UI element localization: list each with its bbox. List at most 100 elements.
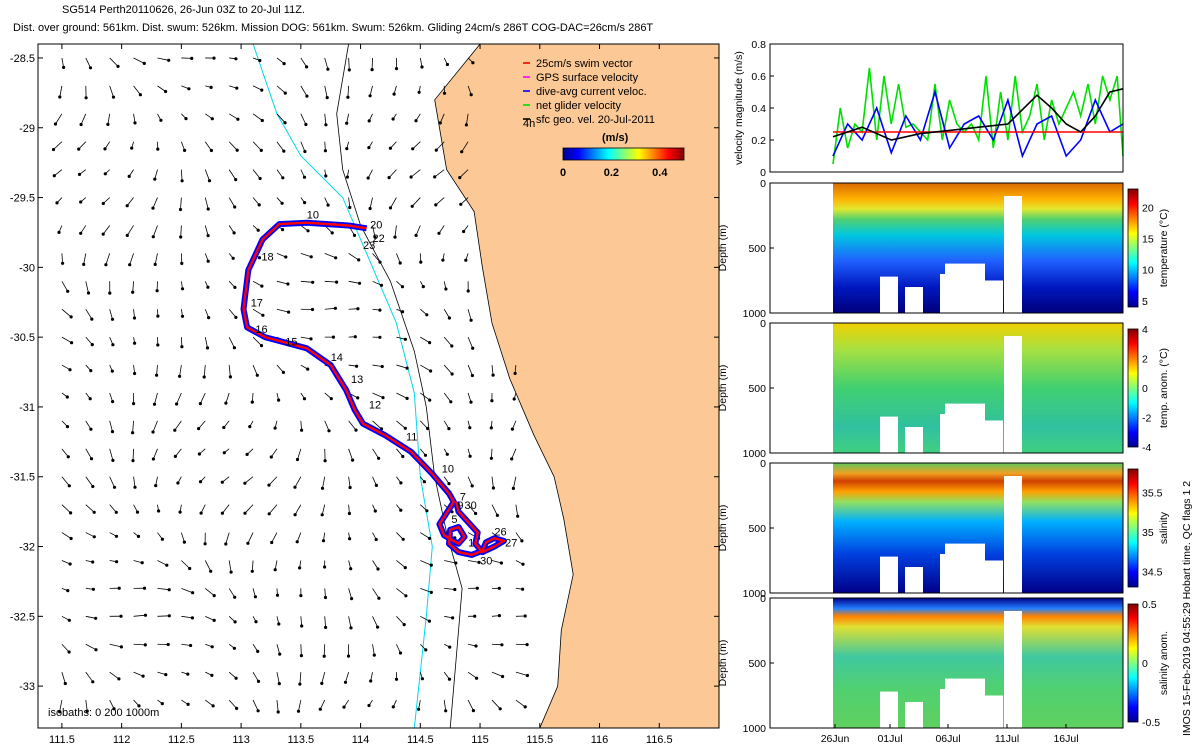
vector-mark bbox=[61, 448, 69, 458]
vector-head bbox=[449, 400, 453, 404]
vector-head bbox=[491, 486, 495, 490]
vector-head bbox=[330, 231, 334, 235]
vector-head bbox=[127, 174, 131, 178]
vector-head bbox=[233, 285, 237, 289]
legend-label: dive-avg current veloc. bbox=[536, 86, 647, 98]
legend-label: 25cm/s swim vector bbox=[536, 58, 633, 70]
vector-head bbox=[256, 709, 260, 713]
vector-mark bbox=[157, 57, 169, 61]
vector-mark bbox=[252, 113, 263, 121]
vector-head bbox=[111, 95, 116, 99]
vector-head bbox=[394, 67, 399, 71]
no-data-gap bbox=[905, 567, 923, 593]
vector-mark bbox=[372, 364, 383, 367]
y-axis-label: velocity magnitude (m/s) bbox=[733, 51, 745, 165]
vector-head bbox=[497, 614, 501, 618]
vector-head bbox=[261, 313, 265, 317]
vector-head bbox=[345, 147, 349, 151]
vector-mark bbox=[467, 504, 476, 514]
vector-head bbox=[512, 397, 516, 401]
vector-head bbox=[205, 346, 210, 350]
vector-head bbox=[133, 121, 137, 125]
vector-head bbox=[69, 511, 73, 515]
vector-mark bbox=[102, 225, 111, 235]
vector-head bbox=[267, 483, 271, 487]
vector-mark bbox=[268, 476, 278, 486]
vector-mark bbox=[324, 253, 336, 259]
vector-mark bbox=[300, 616, 303, 627]
vector-head bbox=[357, 258, 361, 262]
vector-head bbox=[448, 645, 452, 649]
vector-mark bbox=[322, 476, 326, 489]
vector-head bbox=[348, 485, 352, 490]
colorbar-tick-label: 0.5 bbox=[1142, 599, 1157, 611]
vector-head bbox=[91, 560, 95, 564]
vector-mark bbox=[345, 672, 350, 683]
vector-head bbox=[257, 203, 261, 207]
vector-head bbox=[471, 61, 475, 65]
vector-head bbox=[425, 509, 429, 513]
vector-mark bbox=[420, 364, 431, 372]
vector-mark bbox=[198, 420, 206, 429]
vector-head bbox=[198, 480, 203, 484]
vector-head bbox=[325, 96, 329, 100]
vector-head bbox=[91, 484, 95, 489]
day-label: 16 bbox=[255, 324, 267, 336]
vector-head bbox=[304, 122, 308, 127]
vector-head bbox=[94, 648, 98, 652]
vector-head bbox=[282, 62, 286, 66]
vector-head bbox=[420, 65, 424, 69]
y-tick-label: -28.5 bbox=[10, 53, 35, 65]
vector-head bbox=[142, 586, 147, 590]
vector-head bbox=[462, 229, 466, 234]
x-tick-label: 114.5 bbox=[407, 734, 434, 746]
y-tick-label: -30 bbox=[19, 262, 35, 274]
vector-mark bbox=[396, 448, 404, 457]
vector-mark bbox=[396, 588, 407, 597]
vector-head bbox=[355, 364, 359, 368]
vector-head bbox=[179, 235, 183, 239]
vector-head bbox=[309, 337, 313, 341]
vector-mark bbox=[80, 113, 87, 125]
no-data-gap bbox=[1004, 196, 1022, 313]
vector-head bbox=[525, 673, 530, 678]
vector-head bbox=[254, 620, 258, 624]
vector-head bbox=[212, 594, 216, 598]
vector-head bbox=[303, 149, 307, 154]
vector-mark bbox=[420, 336, 430, 343]
day-label: 15 bbox=[285, 337, 297, 349]
vector-mark bbox=[348, 420, 357, 431]
vector-head bbox=[65, 425, 70, 429]
vector-head bbox=[352, 233, 357, 237]
vector-mark bbox=[321, 504, 326, 515]
y-tick-label: 1000 bbox=[743, 308, 767, 320]
vector-head bbox=[471, 709, 475, 713]
vector-head bbox=[178, 510, 182, 514]
vector-head bbox=[376, 567, 380, 571]
vector-mark bbox=[515, 504, 519, 517]
vector-head bbox=[277, 622, 281, 626]
vector-mark bbox=[200, 392, 206, 404]
vector-head bbox=[103, 172, 107, 176]
vector-head bbox=[234, 57, 238, 61]
vector-mark bbox=[133, 476, 136, 488]
vector-mark bbox=[515, 532, 523, 542]
vector-mark bbox=[460, 197, 469, 205]
vector-head bbox=[117, 586, 121, 590]
vector-mark bbox=[133, 57, 145, 64]
vector-mark bbox=[228, 560, 232, 573]
day-label: 5 bbox=[451, 514, 457, 526]
vector-head bbox=[520, 539, 524, 543]
colorbar-unit-label: (m/s) bbox=[602, 132, 629, 144]
day-label: 13 bbox=[351, 374, 363, 386]
vector-head bbox=[500, 643, 504, 647]
vector-head bbox=[186, 702, 190, 707]
vector-mark bbox=[443, 309, 450, 319]
vector-mark bbox=[132, 420, 134, 433]
header-summary: Dist. over ground: 561km. Dist. swum: 52… bbox=[13, 22, 654, 34]
no-data-gap bbox=[905, 427, 923, 453]
vector-mark bbox=[132, 448, 134, 461]
vector-head bbox=[112, 485, 117, 489]
vector-head bbox=[300, 624, 304, 628]
vector-mark bbox=[228, 197, 236, 208]
